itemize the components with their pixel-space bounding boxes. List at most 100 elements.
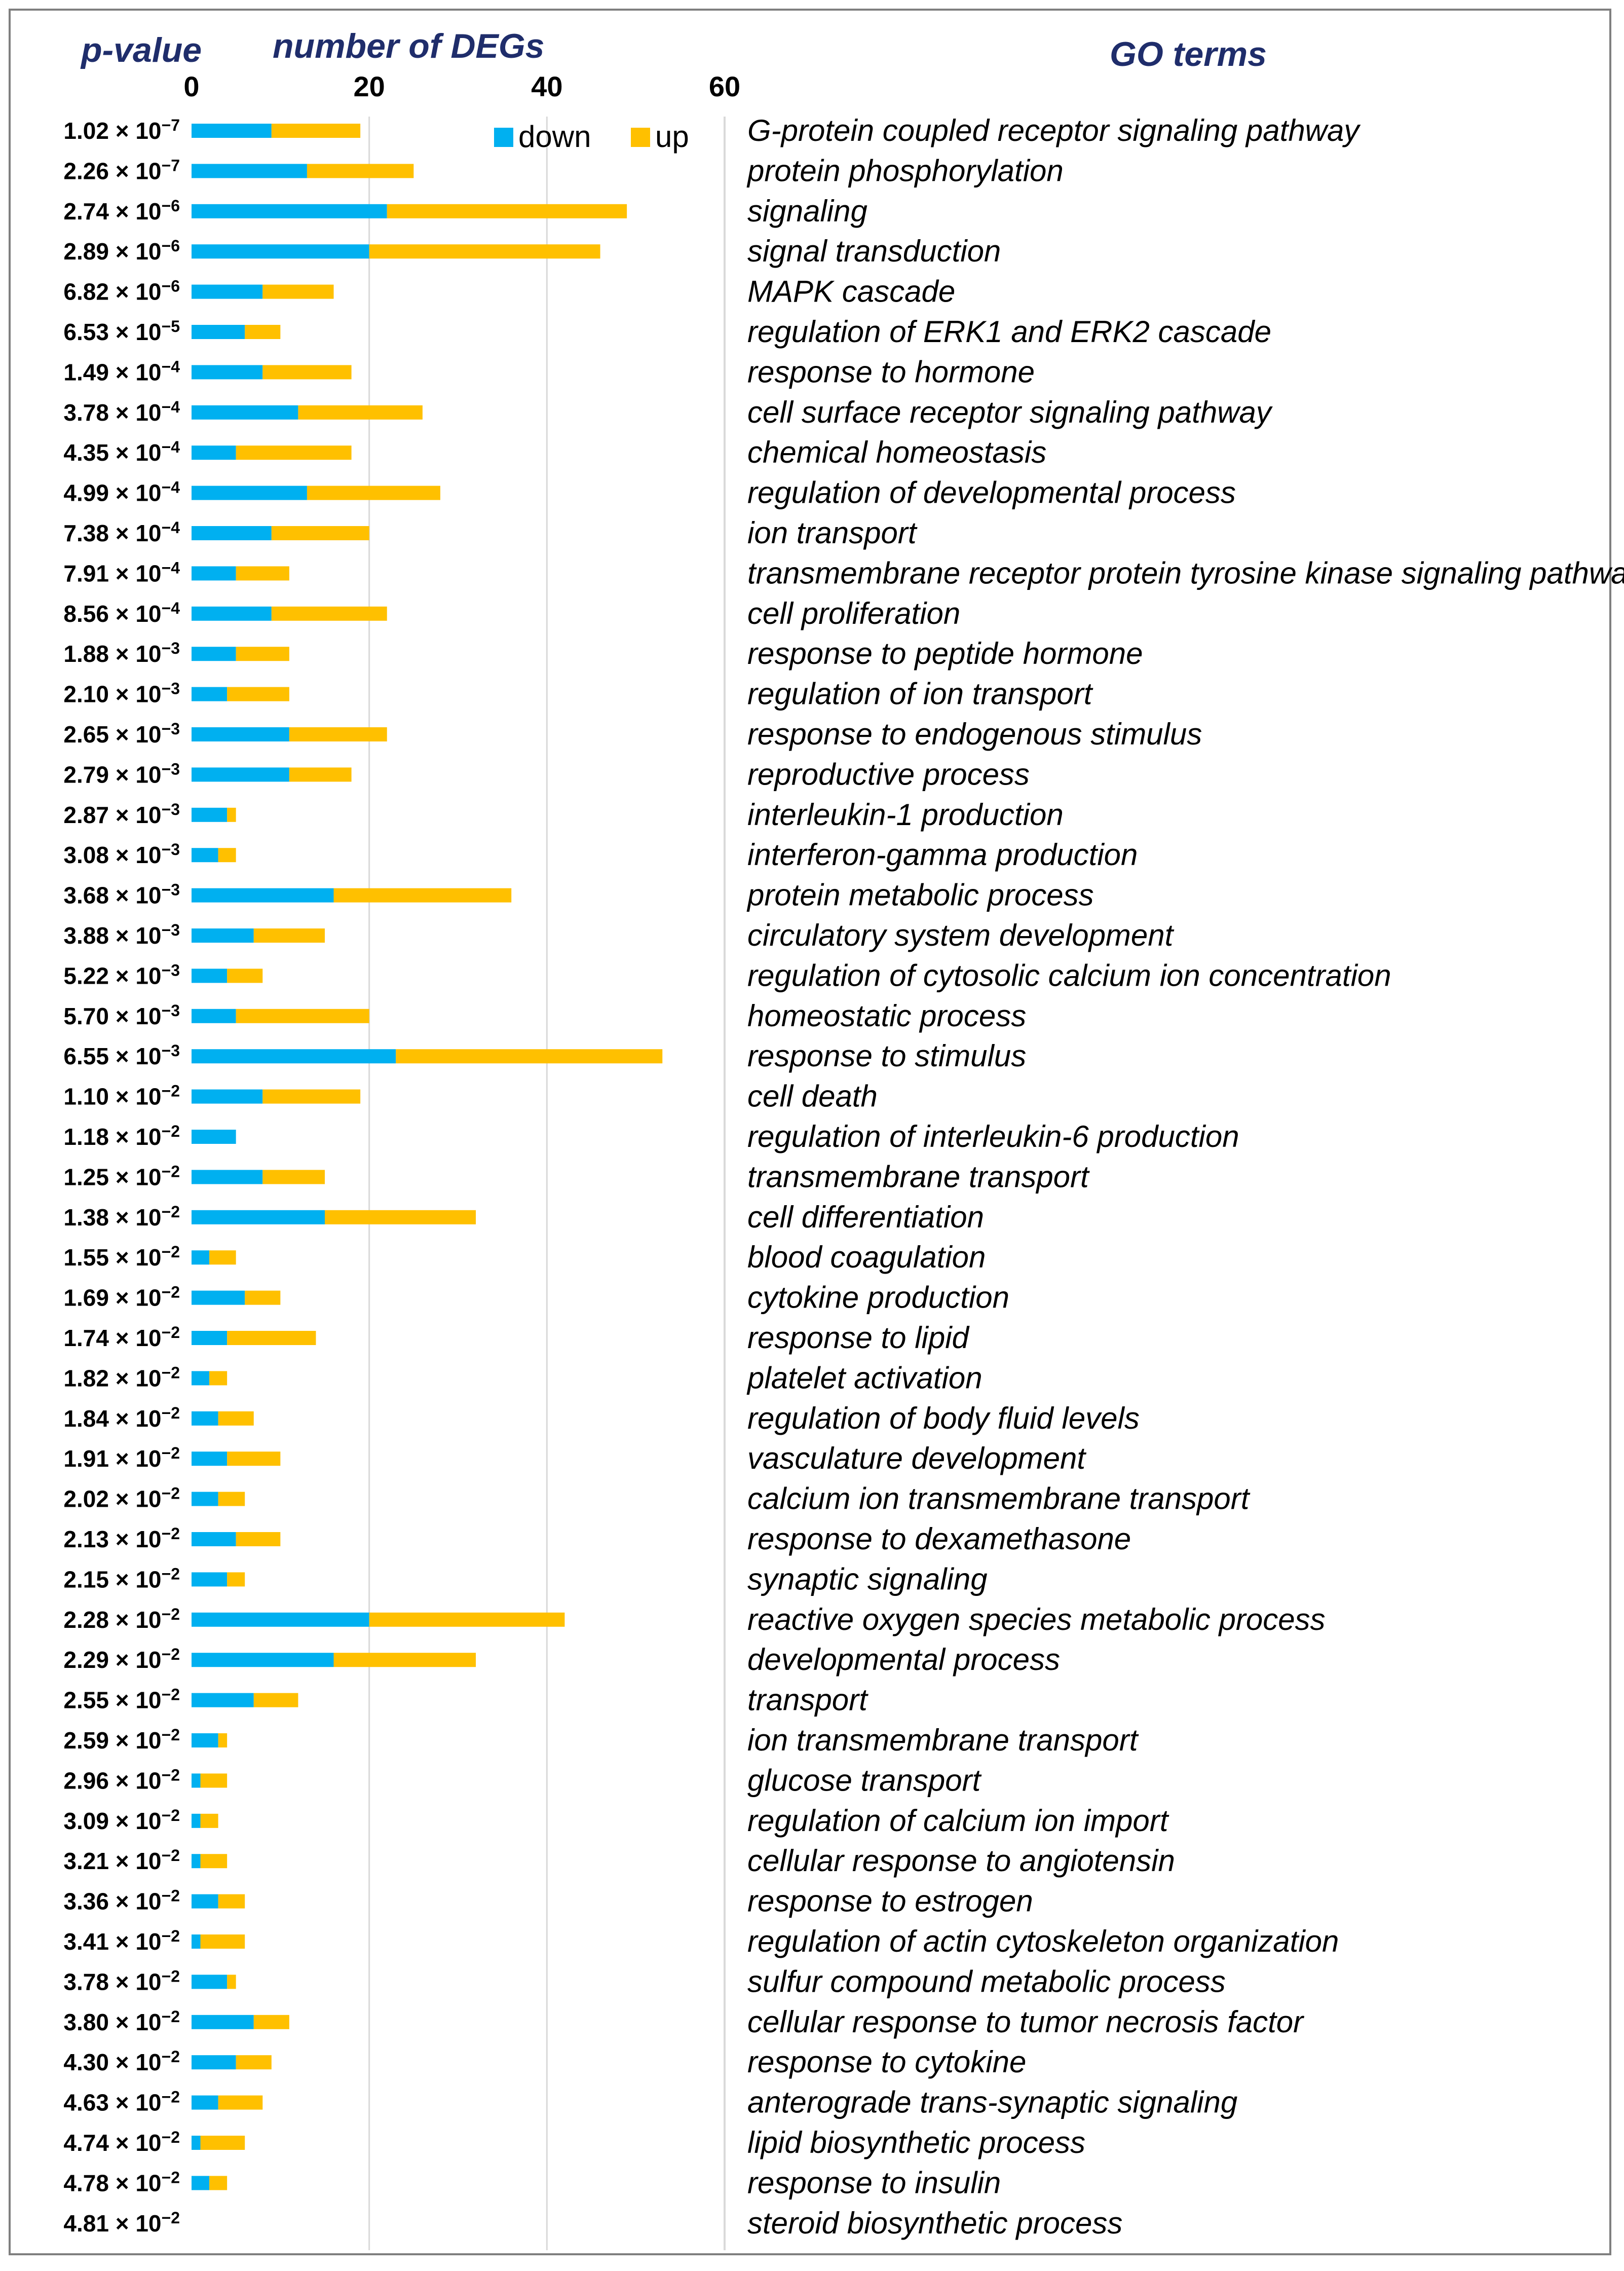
go-term-label: transport	[747, 1683, 868, 1717]
pvalue-label: 2.13 × 10−2	[63, 1524, 180, 1552]
bar-up	[218, 2095, 263, 2110]
go-term-label: chemical homeostasis	[747, 435, 1046, 469]
bar-down	[192, 204, 387, 218]
bar-up	[236, 647, 289, 661]
pvalue-label: 1.91 × 10−2	[63, 1444, 180, 1472]
bar-down	[192, 888, 334, 903]
bar-down	[192, 1331, 228, 1345]
go-term-label: cell death	[747, 1079, 878, 1113]
bar-down	[192, 848, 218, 863]
x-tick-label: 40	[531, 70, 562, 102]
pvalue-label: 7.91 × 10−4	[63, 559, 180, 586]
bar-up	[200, 1934, 245, 1949]
pvalue-label: 2.87 × 10−3	[63, 800, 180, 828]
go-terms-header: GO terms	[1110, 35, 1267, 73]
legend-label-down: down	[518, 120, 591, 154]
bar-up	[218, 1733, 228, 1747]
bar-up	[289, 727, 387, 741]
bar-down	[192, 1130, 236, 1144]
go-term-label: response to insulin	[747, 2166, 1001, 2200]
go-term-label: interferon-gamma production	[747, 838, 1138, 872]
pvalue-label: 1.74 × 10−2	[63, 1323, 180, 1351]
pvalue-label: 1.84 × 10−2	[63, 1404, 180, 1432]
go-term-label: cell differentiation	[747, 1200, 984, 1234]
pvalue-label: 2.55 × 10−2	[63, 1686, 180, 1714]
bar-up	[200, 1773, 228, 1788]
bar-down	[192, 325, 245, 339]
x-axis-ticks: 0 20 40 60	[183, 70, 740, 102]
go-term-label: homeostatic process	[747, 999, 1026, 1033]
pvalue-label: 2.59 × 10−2	[63, 1726, 180, 1754]
bar-down	[192, 445, 236, 460]
bar-up	[200, 1813, 218, 1828]
go-term-label: synaptic signaling	[747, 1562, 988, 1596]
go-term-label: response to estrogen	[747, 1884, 1033, 1918]
go-term-label: cell surface receptor signaling pathway	[747, 395, 1273, 429]
pvalue-label: 3.88 × 10−3	[63, 921, 180, 949]
pvalue-label: 3.21 × 10−2	[63, 1846, 180, 1874]
go-term-label: vasculature development	[747, 1441, 1086, 1475]
bar-up	[333, 888, 512, 903]
bar-up	[227, 1975, 236, 1989]
pvalue-label: 6.55 × 10−3	[63, 1041, 180, 1069]
bar-down	[192, 727, 289, 741]
bar-up	[200, 2136, 245, 2150]
pvalue-label: 1.10 × 10−2	[63, 1082, 180, 1110]
bar-down	[192, 1049, 396, 1064]
pvalue-label: 8.56 × 10−4	[63, 599, 180, 627]
bar-up	[333, 1653, 476, 1667]
pvalue-label: 4.99 × 10−4	[63, 478, 180, 506]
go-term-label: response to peptide hormone	[747, 637, 1143, 671]
bar-up	[262, 1089, 361, 1104]
go-term-label: transmembrane transport	[747, 1160, 1090, 1194]
bar-down	[192, 647, 236, 661]
bar-up	[227, 687, 289, 701]
go-term-label: response to cytokine	[747, 2045, 1026, 2079]
bar-up	[236, 566, 289, 581]
go-term-label: circulatory system development	[747, 918, 1175, 952]
pvalue-label: 4.78 × 10−2	[63, 2168, 180, 2196]
bar-down	[192, 1089, 263, 1104]
pvalue-label: 1.02 × 10−7	[63, 116, 180, 144]
pvalue-label: 3.09 × 10−2	[63, 1806, 180, 1834]
bar-down	[192, 2055, 236, 2070]
go-term-label: cell proliferation	[747, 597, 960, 630]
bar-down	[192, 284, 263, 299]
go-term-label: interleukin-1 production	[747, 798, 1064, 832]
x-axis-title: number of DEGs	[273, 27, 545, 65]
bar-up	[218, 1894, 245, 1909]
bar-up	[218, 1411, 254, 1426]
bar-up	[298, 405, 423, 420]
pvalue-label: 1.49 × 10−4	[63, 357, 180, 385]
go-term-label: glucose transport	[747, 1763, 982, 1797]
bar-up	[227, 807, 236, 822]
bar-down	[192, 526, 272, 540]
bar-up	[307, 486, 440, 500]
go-term-label: calcium ion transmembrane transport	[747, 1482, 1251, 1516]
bar-down	[192, 1934, 201, 1949]
bar-down	[192, 1572, 228, 1587]
go-term-label: lipid biosynthetic process	[747, 2126, 1085, 2160]
bar-up	[227, 1331, 316, 1345]
pvalue-label: 2.79 × 10−3	[63, 760, 180, 788]
figure-frame	[9, 9, 1611, 2255]
bar-down	[192, 969, 228, 983]
bar-up	[253, 2015, 289, 2029]
go-term-label: regulation of developmental process	[747, 476, 1236, 510]
bar-down	[192, 1975, 228, 1989]
bar-down	[192, 2136, 201, 2150]
bar-down	[192, 405, 298, 420]
pvalue-label: 3.08 × 10−3	[63, 840, 180, 868]
pvalue-label: 3.68 × 10−3	[63, 881, 180, 909]
go-term-label: regulation of ion transport	[747, 677, 1093, 711]
go-term-label: reproductive process	[747, 757, 1030, 791]
bar-down	[192, 1854, 201, 1869]
bar-down	[192, 1492, 218, 1506]
go-term-label: sulfur compound metabolic process	[747, 1964, 1226, 1998]
go-term-label: regulation of calcium ion import	[747, 1804, 1169, 1838]
bar-up	[325, 1210, 476, 1224]
bar-down	[192, 1693, 254, 1707]
go-term-label: regulation of actin cytoskeleton organiz…	[747, 1924, 1339, 1958]
go-term-label: transmembrane receptor protein tyrosine …	[747, 556, 1624, 590]
bar-up	[262, 1170, 325, 1184]
